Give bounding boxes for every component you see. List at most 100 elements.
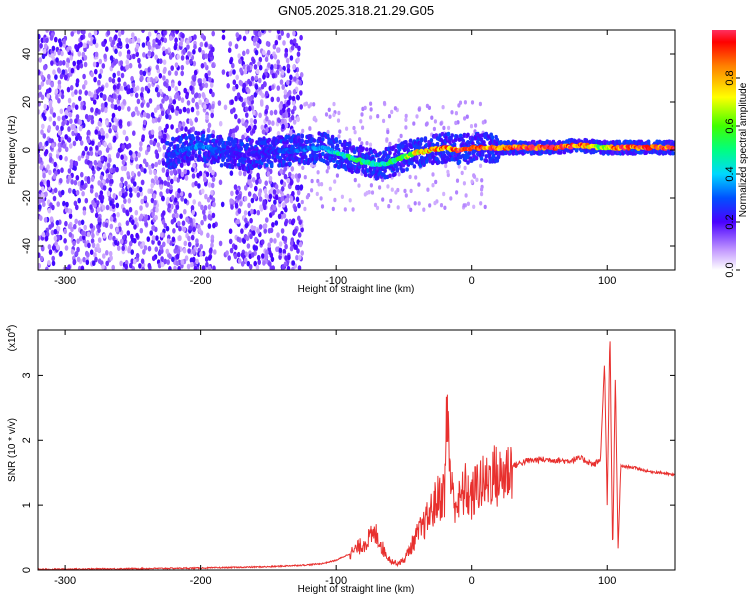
- spectral-cell: [418, 163, 423, 168]
- spectral-cell: [298, 241, 303, 248]
- spectral-cell: [495, 158, 500, 163]
- spectral-cell: [73, 223, 77, 230]
- spectral-cell: [86, 231, 91, 238]
- spectral-cell: [190, 234, 195, 241]
- spectral-cell: [403, 188, 407, 194]
- spectral-cell: [276, 47, 280, 53]
- spectral-cell: [111, 78, 116, 84]
- spectral-cell: [269, 64, 274, 70]
- spectral-cell: [65, 62, 70, 68]
- spectral-cell: [70, 226, 74, 233]
- spectral-cell: [303, 175, 307, 180]
- spectral-cell: [375, 205, 380, 211]
- spectral-cell: [95, 107, 99, 114]
- spectral-cell: [491, 153, 496, 159]
- spectral-cell: [189, 58, 193, 65]
- spectral-cell: [273, 199, 277, 205]
- spectral-cell: [295, 254, 299, 261]
- spectral-cell: [200, 219, 204, 226]
- spectral-cell: [256, 228, 260, 234]
- spectral-cell: [186, 107, 190, 114]
- spectral-cell: [280, 228, 285, 234]
- spectral-cell: [141, 42, 146, 48]
- spectral-cell: [89, 188, 94, 194]
- spectral-cell: [230, 204, 234, 210]
- spectral-cell: [212, 265, 216, 270]
- spectral-cell: [365, 141, 369, 146]
- spectral-cell: [443, 205, 447, 210]
- spectral-cell: [201, 92, 206, 98]
- spectral-cell: [117, 77, 121, 83]
- spectral-cell: [115, 166, 119, 173]
- spectral-cell: [199, 243, 203, 250]
- spectral-cell: [280, 196, 285, 202]
- spectral-cell: [154, 54, 158, 61]
- spectral-cell: [180, 171, 185, 178]
- spectral-cell: [41, 112, 46, 118]
- spectral-cell: [122, 235, 126, 241]
- spectral-cell: [160, 232, 164, 238]
- spectral-cell: [82, 84, 86, 90]
- spectral-cell: [447, 125, 451, 131]
- spectral-cell: [369, 101, 373, 106]
- spectral-cell: [112, 60, 117, 66]
- spectral-cell: [178, 108, 183, 115]
- spectral-cell: [179, 162, 184, 168]
- spectral-cell: [167, 85, 172, 92]
- spectral-cell: [90, 228, 95, 234]
- spectral-cell: [361, 146, 365, 151]
- spectral-cell: [454, 111, 458, 116]
- spectral-cell: [175, 204, 180, 210]
- spectral-cell: [79, 63, 84, 69]
- spectral-cell: [198, 47, 202, 53]
- spectral-cell: [142, 158, 147, 164]
- spectral-cell: [197, 227, 202, 234]
- spectral-cell: [90, 107, 94, 113]
- spectral-cell: [279, 109, 283, 116]
- spectral-cell: [191, 209, 195, 216]
- spectral-cell: [47, 244, 52, 250]
- spectral-cell: [291, 260, 296, 266]
- spectral-cell: [279, 135, 284, 140]
- spectral-cell: [111, 39, 116, 46]
- spectral-cell: [388, 150, 392, 155]
- spectral-cell: [263, 228, 268, 234]
- spectral-cell: [296, 116, 300, 122]
- spectral-cell: [317, 182, 321, 187]
- spectral-cell: [41, 231, 46, 238]
- spectral-cell: [285, 197, 290, 203]
- spectral-cell: [239, 67, 243, 74]
- spectral-cell: [135, 163, 140, 170]
- spectral-cell: [38, 252, 41, 258]
- spectral-cell: [92, 38, 97, 45]
- spectral-cell: [79, 235, 83, 242]
- spectral-cell: [332, 112, 336, 118]
- spectral-cell: [268, 30, 272, 33]
- spectral-cell: [274, 194, 279, 201]
- spectral-cell: [424, 122, 428, 127]
- spectral-cell: [99, 92, 104, 98]
- spectral-cell: [135, 252, 140, 259]
- spectral-cell: [195, 238, 199, 244]
- spectral-cell: [265, 163, 269, 168]
- spectral-cell: [69, 118, 73, 124]
- spectral-cell: [404, 125, 408, 130]
- spectral-cell: [128, 240, 133, 247]
- spectral-cell: [210, 182, 215, 189]
- spectral-cell: [219, 138, 224, 143]
- spectral-cell: [292, 64, 296, 71]
- spectral-cell: [345, 146, 350, 152]
- spectral-cell: [297, 232, 302, 238]
- spectral-cell: [434, 179, 438, 185]
- spectral-cell: [305, 195, 309, 200]
- spectral-cell: [71, 102, 76, 108]
- spectral-cell: [278, 103, 283, 109]
- spectral-cell: [139, 69, 143, 76]
- spectral-cell: [209, 82, 214, 88]
- spectral-cell: [179, 213, 183, 219]
- spectral-cell: [417, 201, 421, 206]
- spectral-cell: [412, 164, 417, 169]
- spectral-cell: [303, 102, 307, 107]
- spectral-cell: [74, 160, 79, 167]
- spectral-cell: [320, 204, 325, 209]
